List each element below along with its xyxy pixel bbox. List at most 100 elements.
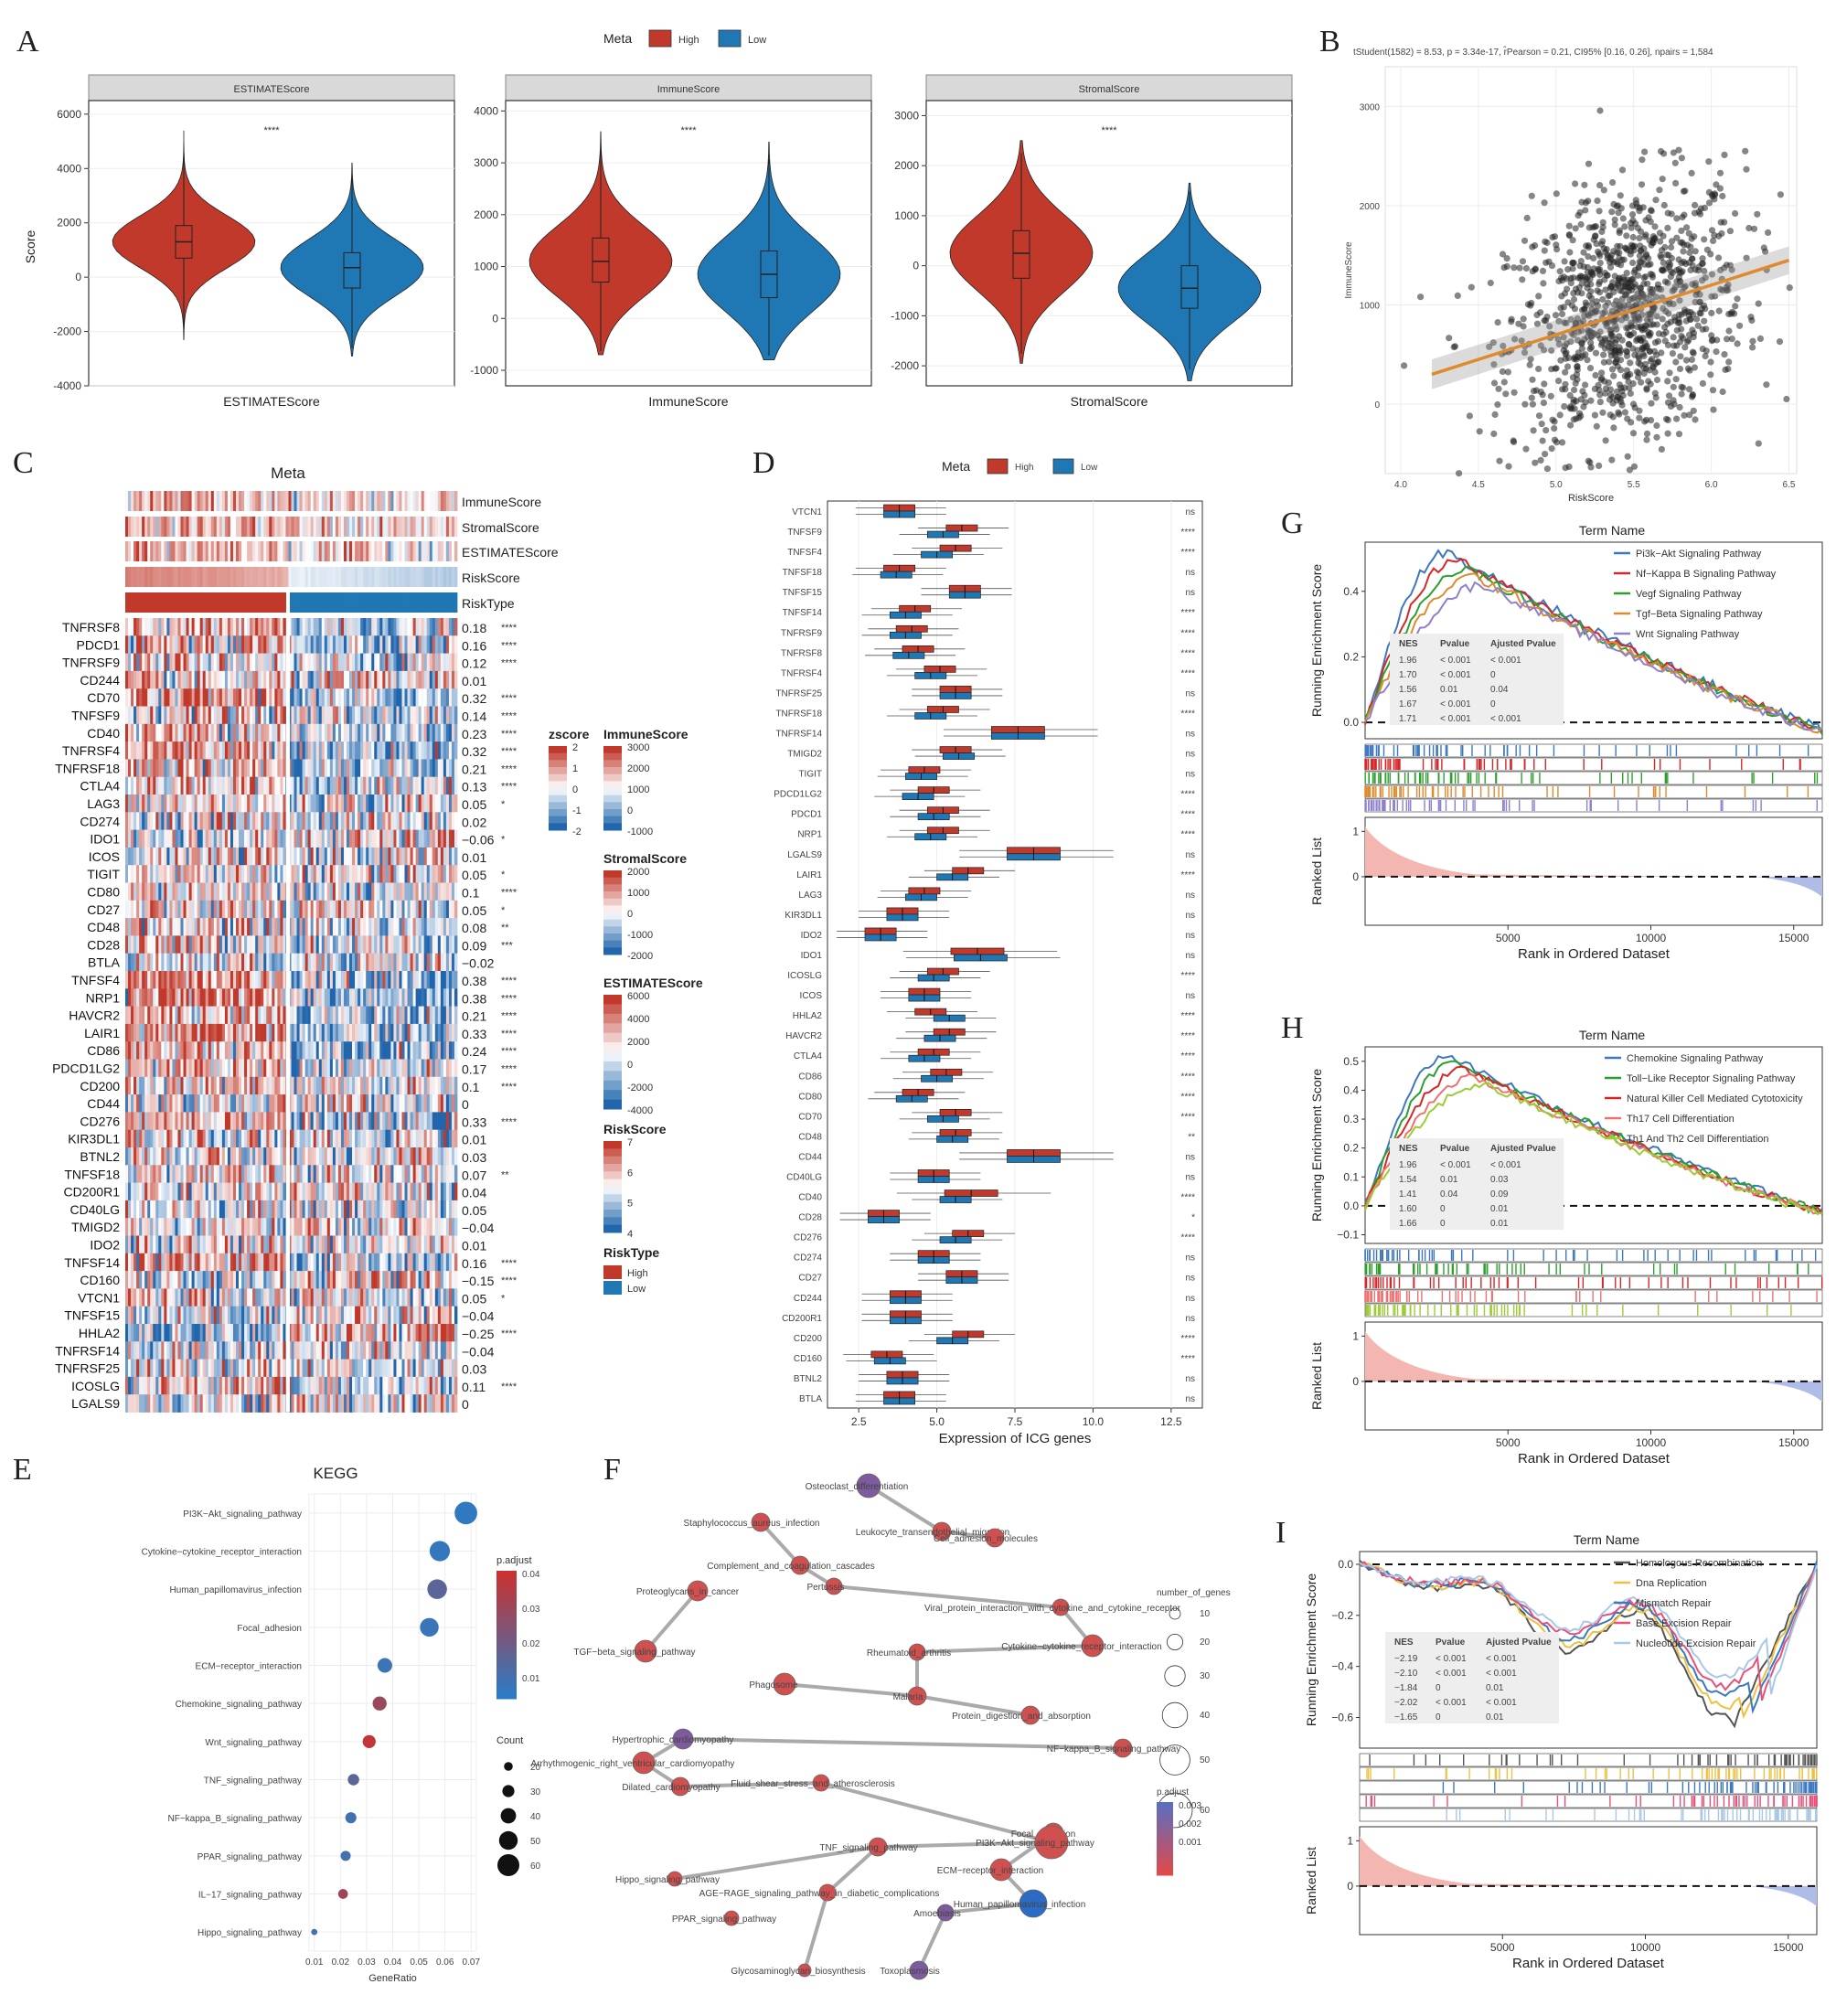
heatmap-cell <box>133 1076 137 1095</box>
heatmap-cell <box>390 741 394 760</box>
heatmap-cell <box>340 829 345 848</box>
heatmap-cell <box>205 918 209 936</box>
heatmap-cell <box>169 988 173 1007</box>
heatmap-cell <box>169 1041 173 1060</box>
heatmap-cell <box>136 953 140 972</box>
heatmap-cell <box>393 741 397 760</box>
track-cell <box>390 592 394 613</box>
heatmap-cell <box>197 1023 201 1042</box>
track-cell <box>230 491 234 511</box>
heatmap-cell <box>310 812 315 830</box>
heatmap-cell <box>426 847 431 866</box>
heatmap-cell <box>382 795 386 813</box>
heatmap-cell <box>150 953 154 972</box>
heatmap-cell <box>302 935 306 955</box>
point <box>1522 264 1530 272</box>
track-cell <box>315 517 320 537</box>
heatmap-cell <box>379 776 383 795</box>
heatmap-cell <box>232 865 237 883</box>
heatmap-cell <box>299 670 303 689</box>
heatmap-cell <box>448 935 453 955</box>
heatmap-cell <box>358 988 361 1007</box>
heatmap-cell <box>377 847 380 866</box>
heatmap-cell <box>448 918 453 936</box>
heatmap-cell <box>355 918 358 936</box>
point <box>1705 188 1713 196</box>
heatmap-cell <box>294 795 297 813</box>
heatmap-cell <box>205 635 209 654</box>
point <box>1690 329 1698 336</box>
heatmap-cell <box>299 759 303 778</box>
heatmap-cell <box>155 847 159 866</box>
point <box>1562 368 1569 376</box>
point <box>1681 411 1688 419</box>
heatmap-cell <box>205 953 209 972</box>
heatmap-cell <box>258 882 262 901</box>
heatmap-cell <box>144 953 148 972</box>
heatmap-cell <box>142 1023 145 1042</box>
heatmap-cell <box>382 865 386 883</box>
point <box>1643 430 1651 437</box>
heatmap-cell <box>210 1006 215 1025</box>
heatmap-cell <box>454 688 458 707</box>
heatmap-cell <box>291 759 294 778</box>
heatmap-cell <box>269 1059 272 1078</box>
heatmap-cell <box>175 1006 178 1025</box>
track-cell <box>250 592 253 613</box>
heatmap-cell <box>415 918 420 936</box>
heatmap-cell <box>258 865 262 883</box>
heatmap-cell <box>304 865 309 883</box>
heatmap-cell <box>136 635 140 654</box>
heatmap-cell <box>421 882 425 901</box>
track-cell <box>349 517 353 537</box>
heatmap-cell <box>294 935 297 955</box>
heatmap-cell <box>202 1076 207 1095</box>
heatmap-cell <box>133 829 137 848</box>
heatmap-cell <box>347 918 350 936</box>
heatmap-cell <box>241 865 245 883</box>
heatmap-cell <box>272 1023 275 1042</box>
point <box>1417 293 1425 301</box>
heatmap-cell <box>454 882 458 901</box>
heatmap-cell <box>155 812 159 830</box>
heatmap-cell <box>368 795 372 813</box>
heatmap-cell <box>410 1023 413 1042</box>
point <box>1673 215 1681 222</box>
track-cell <box>324 517 328 537</box>
heatmap-cell <box>421 918 425 936</box>
legend-swatch-low <box>718 29 742 48</box>
heatmap-cell <box>360 1059 364 1078</box>
point <box>1594 197 1601 205</box>
heatmap-cell <box>197 812 201 830</box>
heatmap-cell <box>315 1006 320 1025</box>
heatmap-cell <box>407 882 411 901</box>
heatmap-cell <box>304 723 309 742</box>
heatmap-cell <box>335 706 339 725</box>
heatmap-cell <box>277 988 281 1007</box>
track-cell <box>210 592 215 613</box>
heatmap-cell <box>155 971 159 989</box>
heatmap-cell <box>164 635 167 654</box>
point <box>1732 209 1739 218</box>
heatmap-cell <box>155 1041 159 1060</box>
heatmap-cell <box>349 723 353 742</box>
track-cell <box>252 491 256 511</box>
heatmap-cell <box>175 918 178 936</box>
heatmap-cell <box>230 865 234 883</box>
track-cell <box>401 517 405 537</box>
heatmap-cell <box>451 723 455 742</box>
heatmap-cell <box>247 1041 251 1060</box>
heatmap-cell <box>421 935 425 955</box>
heatmap-cell <box>261 759 264 778</box>
heatmap-cell <box>258 847 262 866</box>
heatmap-cell <box>210 829 215 848</box>
point <box>1736 322 1744 329</box>
heatmap-cell <box>388 759 391 778</box>
heatmap-cell <box>144 635 148 654</box>
heatmap-cell <box>153 653 156 672</box>
heatmap-cell <box>252 1059 256 1078</box>
heatmap-cell <box>142 1006 145 1025</box>
heatmap-cell <box>283 900 286 919</box>
heatmap-cell <box>194 1006 198 1025</box>
track-cell <box>202 567 207 587</box>
